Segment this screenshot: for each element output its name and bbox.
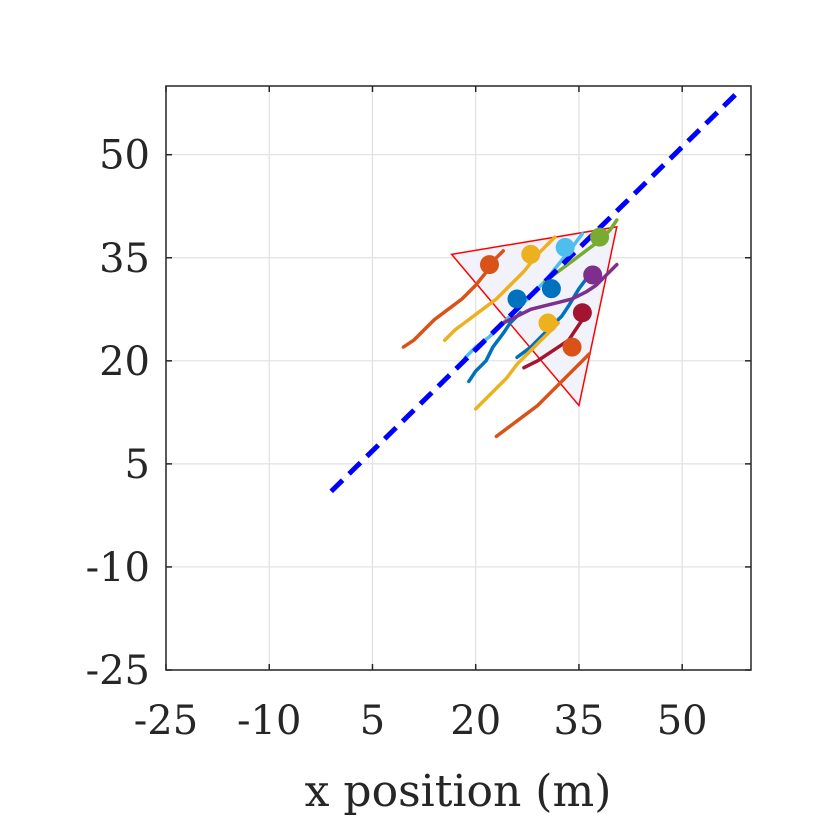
agent-marker — [541, 279, 561, 299]
x-axis-label: x position (m) — [305, 766, 612, 817]
agent-marker — [583, 265, 603, 285]
plot-frame — [165, 85, 752, 671]
x-tick-label: -10 — [237, 698, 301, 744]
agent-trajectory — [494, 352, 592, 439]
agent-marker — [562, 337, 582, 357]
y-tick-label: 50 — [99, 133, 150, 179]
agent-trajectory — [473, 321, 561, 411]
agent-trajectory — [522, 317, 585, 370]
x-tick-label: 50 — [657, 698, 708, 744]
agent-marker — [590, 227, 610, 247]
agent-trajectory — [542, 218, 619, 284]
agent-trajectory — [467, 310, 523, 384]
x-tick-label: -25 — [134, 698, 198, 744]
y-tick-label: 35 — [99, 236, 150, 282]
plot-background — [166, 86, 751, 670]
agent-trajectory — [501, 262, 619, 325]
x-tick-label: 35 — [553, 698, 604, 744]
x-tick-label: 20 — [450, 698, 501, 744]
agent-marker — [479, 255, 499, 275]
agent-marker — [507, 289, 527, 309]
tick-label-layer: -25 -10 5 20 35 50 -25 -10 5 20 35 50 — [86, 133, 708, 744]
agent-trajectory — [442, 235, 557, 342]
y-tick-label: 5 — [125, 442, 150, 488]
agent-marker-layer — [479, 227, 610, 357]
reference-line — [329, 91, 739, 494]
x-tick-label: 5 — [360, 698, 385, 744]
tick-layer — [165, 86, 751, 671]
y-tick-label: 20 — [99, 339, 150, 385]
agent-marker — [572, 303, 592, 323]
y-tick-label: -25 — [86, 648, 150, 694]
agent-marker — [538, 313, 558, 333]
reference-line-layer — [329, 91, 739, 494]
y-tick-label: -10 — [86, 545, 150, 591]
agent-marker — [555, 237, 575, 257]
agent-marker — [521, 244, 541, 264]
